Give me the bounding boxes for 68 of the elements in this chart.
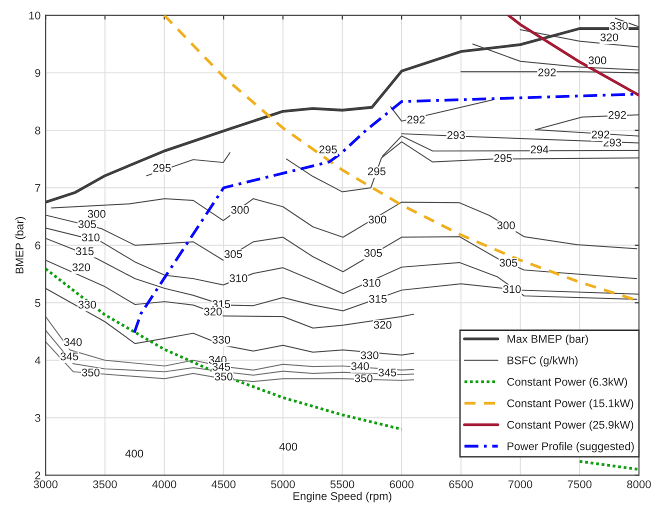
y-tick-label: 10 [29,12,40,20]
annotation: 300 [368,216,386,224]
x-axis-title: Engine Speed (rpm) [293,492,392,502]
annotation: 300 [497,221,515,230]
y-tick-label: 6 [35,242,40,250]
y-tick-label: 2 [35,471,40,480]
annotation: 300 [231,206,249,214]
annotation: 330 [610,22,628,30]
annotation: 292 [608,111,626,119]
x-tick-label: 6000 [390,480,414,488]
y-tick-label: 7 [35,184,40,192]
annotation: 340 [64,338,82,346]
x-tick-label: 3000 [34,480,58,488]
x-tick-label: 6500 [449,480,473,488]
annotation: 300 [588,56,606,64]
annotation: 400 [125,450,144,458]
annotation: 292 [407,116,425,124]
annotation: 320 [374,320,392,329]
annotation: 305 [364,249,382,257]
legend-label: Power Profile (suggested) [508,442,634,452]
annotation: 310 [362,278,380,287]
annotation: 295 [319,146,337,154]
x-tick-label: 4000 [152,480,176,488]
legend-label: Max BMEP (bar) [508,334,588,346]
annotation: 292 [592,130,610,138]
annotation: 305 [78,220,96,228]
annotation: 345 [378,368,396,376]
annotation: 310 [503,285,521,294]
annotation: 330 [360,351,378,360]
annotation: 310 [230,274,248,282]
y-tick-label: 8 [35,126,40,134]
legend-label: Constant Power (15.1kW) [507,399,634,410]
annotation: 300 [88,210,106,218]
annotation: 320 [600,33,618,42]
legend-label: BSFC (g/kWh) [508,356,578,367]
legend-label: Constant Power (6.3kW) [507,378,628,388]
x-tick-label: 7000 [508,480,532,488]
legend-label: Constant Power (25.9kW) [507,420,634,431]
annotation: 330 [78,300,96,309]
annotation: 305 [500,258,518,267]
y-tick-label: 4 [34,356,40,364]
annotation: 310 [82,233,100,242]
annotation: 292 [538,68,556,76]
annotation: 400 [279,442,298,451]
x-tick-label: 4500 [212,480,236,488]
y-axis-title: BMEP (bar) [15,217,26,274]
y-tick-label: 3 [35,414,40,422]
annotation: 295 [494,154,512,162]
annotation: 330 [212,336,230,344]
x-tick-label: 3500 [93,480,117,488]
annotation: 315 [76,247,94,256]
annotation: 350 [82,368,100,376]
x-tick-label: 5500 [330,480,354,488]
annotation: 320 [72,263,90,272]
annotation: 294 [530,146,548,154]
annotation: 305 [224,250,242,258]
annotation: 345 [60,352,78,360]
y-tick-label: 5 [35,299,40,307]
y-tick-label: 9 [35,69,40,77]
annotation: 340 [351,362,369,370]
annotation: 315 [369,295,387,303]
x-tick-label: 8000 [627,480,651,488]
annotation: 295 [368,167,386,176]
annotation: 295 [153,164,171,172]
x-tick-label: 7500 [568,480,592,488]
x-tick-label: 5000 [271,480,295,488]
annotation: 350 [354,374,372,382]
annotation: 320 [204,308,222,316]
